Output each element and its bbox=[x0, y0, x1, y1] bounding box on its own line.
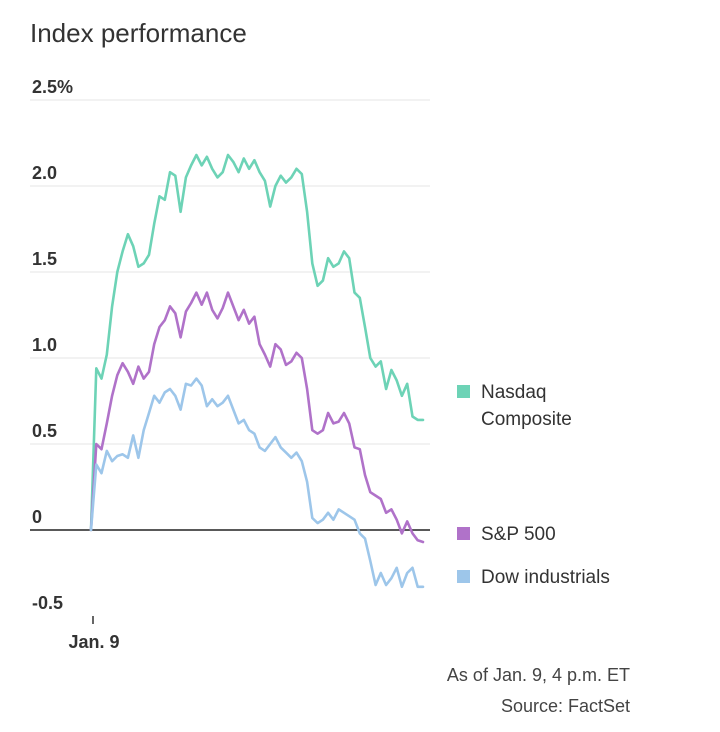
legend-label: Dow industrials bbox=[481, 567, 610, 588]
legend-swatch bbox=[457, 570, 470, 583]
y-tick-label: 0.5 bbox=[32, 421, 57, 441]
source-note: Source: FactSet bbox=[501, 696, 630, 716]
y-tick-label: 0 bbox=[32, 507, 42, 527]
series-lines bbox=[89, 153, 425, 589]
series-line-s-p-500 bbox=[89, 291, 425, 544]
legend-label: Composite bbox=[481, 409, 572, 430]
legend-swatch bbox=[457, 385, 470, 398]
y-tick-label: -0.5 bbox=[32, 593, 63, 613]
x-tick-label-jan-9: Jan. 9 bbox=[68, 632, 119, 652]
y-tick-label: 2.5% bbox=[32, 77, 73, 97]
y-tick-label: 1.5 bbox=[32, 249, 57, 269]
chart-title: Index performance bbox=[30, 18, 247, 48]
x-axis: Jan. 9 bbox=[68, 616, 120, 652]
y-tick-label: 1.0 bbox=[32, 335, 57, 355]
legend: Nasdaq Composite S&P 500 Dow industrials bbox=[457, 382, 610, 588]
legend-swatch bbox=[457, 527, 470, 540]
legend-label: Nasdaq bbox=[481, 382, 547, 403]
y-axis-tick-labels: 2.5% 2.0 1.5 1.0 0.5 0 -0.5 bbox=[32, 77, 73, 613]
series-line-nasdaq-composite bbox=[89, 153, 425, 532]
legend-label: S&P 500 bbox=[481, 524, 556, 545]
y-tick-label: 2.0 bbox=[32, 163, 57, 183]
series-line-dow-industrials bbox=[89, 377, 425, 589]
as-of-note: As of Jan. 9, 4 p.m. ET bbox=[447, 665, 630, 685]
grid-lines bbox=[30, 99, 430, 531]
